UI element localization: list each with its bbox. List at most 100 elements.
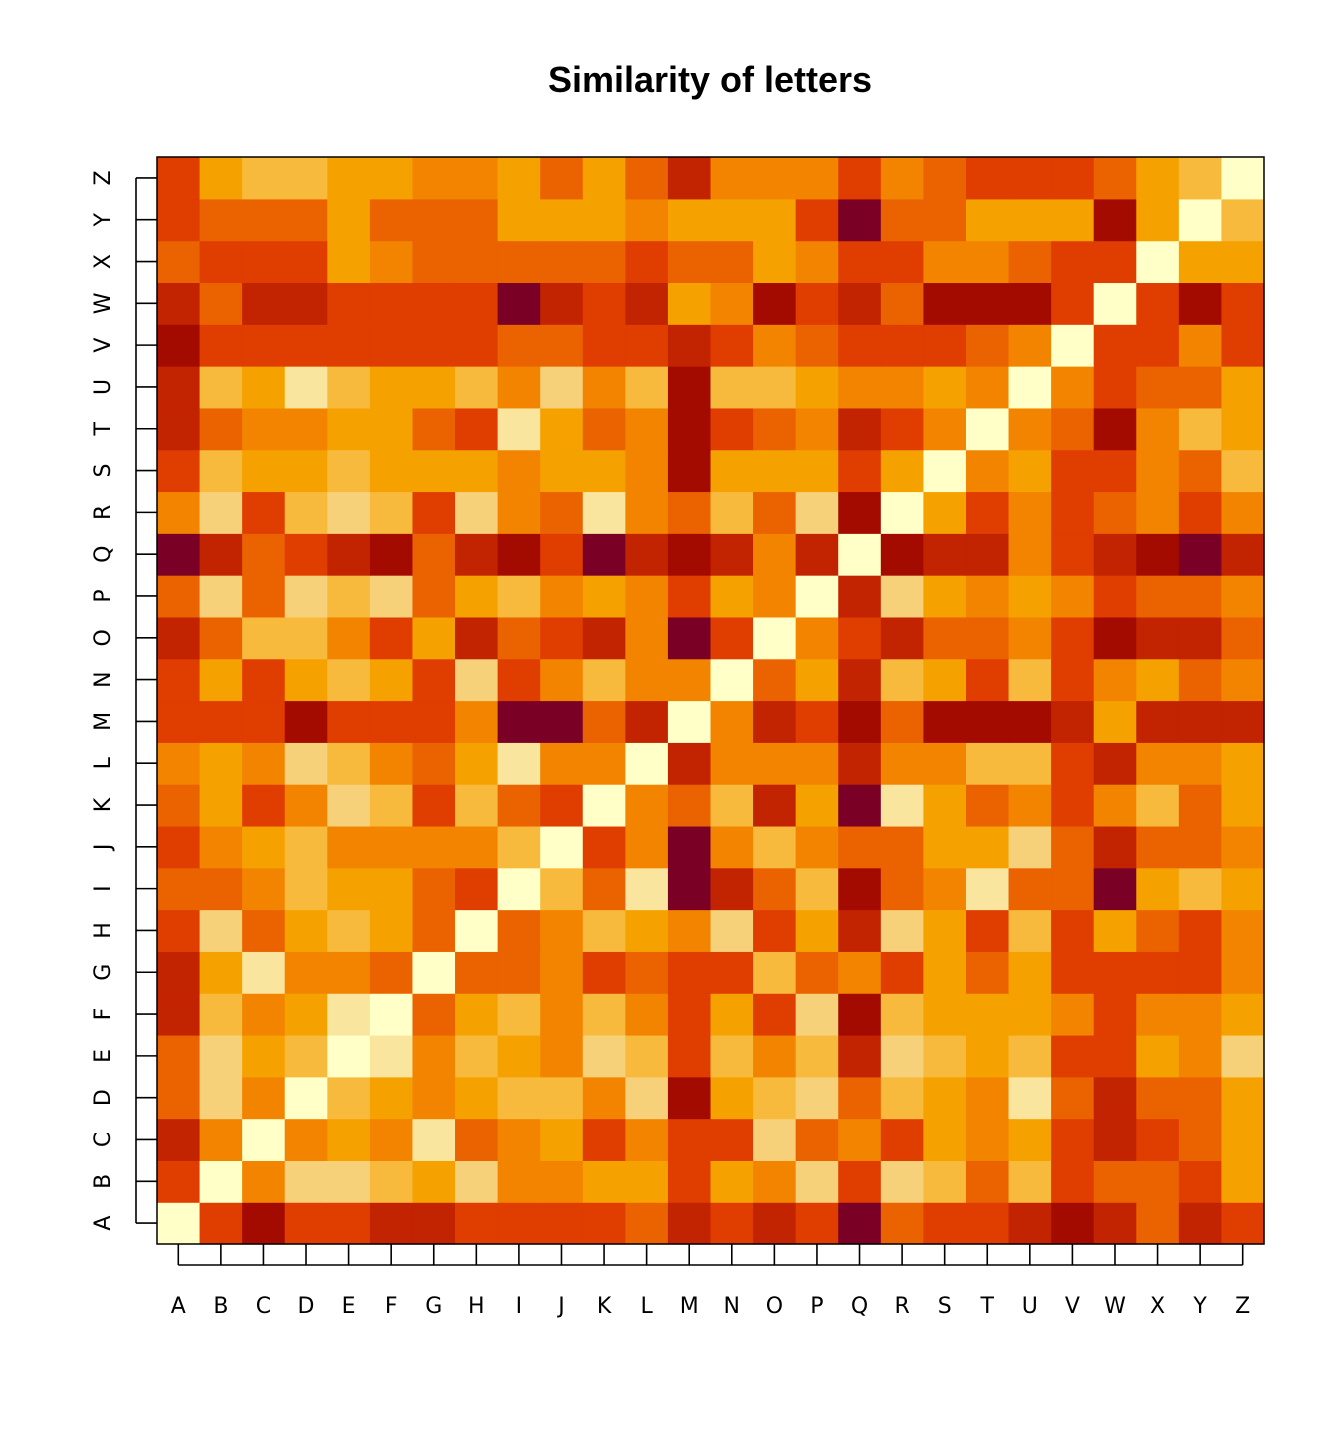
heatmap-cell-A-H (455, 1202, 499, 1245)
heatmap-cell-S-L (625, 449, 669, 493)
heatmap-cell-C-P (795, 1118, 839, 1161)
heatmap-cell-M-J (540, 700, 584, 743)
heatmap-cell-N-H (455, 658, 499, 702)
heatmap-cell-M-B (199, 700, 243, 743)
heatmap-cell-A-R (880, 1202, 924, 1245)
heatmap-cell-A-C (242, 1202, 286, 1245)
heatmap-cell-O-T (965, 616, 1010, 660)
heatmap-cell-X-G (412, 240, 456, 284)
heatmap-cell-I-X (1136, 867, 1180, 911)
heatmap-cell-I-G (412, 867, 456, 911)
heatmap-cell-P-Z (1221, 575, 1265, 618)
heatmap-cell-P-O (753, 575, 797, 618)
heatmap-cell-U-H (455, 366, 499, 409)
heatmap-cell-Z-A (157, 157, 201, 200)
heatmap-cell-P-Y (1178, 575, 1223, 618)
heatmap-cell-I-H (455, 867, 499, 911)
heatmap-cell-J-N (710, 825, 754, 869)
heatmap-cell-G-F (369, 951, 414, 994)
heatmap-cell-D-Q (838, 1076, 882, 1120)
heatmap-cell-E-S (923, 1034, 967, 1078)
heatmap-cell-K-E (327, 784, 371, 827)
heatmap-cell-Q-V (1051, 533, 1095, 576)
heatmap-cell-H-P (795, 909, 839, 952)
heatmap-cell-Z-S (923, 157, 967, 200)
heatmap-cell-V-B (199, 324, 243, 367)
heatmap-cell-Q-N (710, 533, 754, 576)
heatmap-cell-U-Y (1178, 366, 1223, 409)
y-tick-label-H: H (91, 922, 116, 939)
heatmap-cell-P-S (923, 575, 967, 618)
heatmap-cell-F-V (1051, 993, 1095, 1036)
heatmap-cell-Y-F (369, 198, 414, 242)
heatmap-cell-X-E (327, 240, 371, 284)
heatmap-cell-G-I (497, 951, 541, 994)
heatmap-cell-I-Q (838, 867, 882, 911)
heatmap-cell-H-S (923, 909, 967, 952)
heatmap-cell-X-U (1008, 240, 1052, 284)
heatmap-cell-J-B (199, 825, 243, 869)
heatmap-cell-S-Y (1178, 449, 1223, 493)
heatmap-cell-H-L (625, 909, 669, 952)
y-tick-label-X: X (91, 254, 116, 269)
heatmap-cell-F-Q (838, 993, 882, 1036)
heatmap-cell-K-X (1136, 784, 1180, 827)
heatmap-cell-K-Y (1178, 784, 1223, 827)
heatmap-cell-U-G (412, 366, 456, 409)
heatmap-cell-Y-I (497, 198, 541, 242)
heatmap-cell-N-B (199, 658, 243, 702)
heatmap-cell-J-Z (1221, 825, 1265, 869)
heatmap-cell-B-O (753, 1160, 797, 1203)
heatmap-cell-P-V (1051, 575, 1095, 618)
heatmap-cell-L-Z (1221, 742, 1265, 785)
heatmap-cell-U-J (540, 366, 584, 409)
heatmap-cell-C-X (1136, 1118, 1180, 1161)
heatmap-cell-W-B (199, 282, 243, 325)
x-tick-label-C: C (256, 1294, 271, 1319)
heatmap-cell-L-V (1051, 742, 1095, 785)
heatmap-cell-M-I (497, 700, 541, 743)
heatmap-cell-M-S (923, 700, 967, 743)
heatmap-cell-K-A (157, 784, 201, 827)
x-tick-label-E: E (342, 1294, 356, 1319)
heatmap-cell-T-E (327, 407, 371, 451)
heatmap-cell-W-T (965, 282, 1010, 325)
heatmap-cell-I-I (497, 867, 541, 911)
heatmap-cell-R-H (455, 491, 499, 534)
heatmap-cell-G-Z (1221, 951, 1265, 994)
heatmap-cell-P-L (625, 575, 669, 618)
heatmap-cell-B-V (1051, 1160, 1095, 1203)
heatmap-cell-K-N (710, 784, 754, 827)
heatmap-cell-N-E (327, 658, 371, 702)
heatmap-cell-W-S (923, 282, 967, 325)
heatmap-cell-A-Z (1221, 1202, 1265, 1245)
heatmap-cell-L-O (753, 742, 797, 785)
heatmap-cell-W-Q (838, 282, 882, 325)
heatmap-cell-B-K (582, 1160, 626, 1203)
heatmap-cell-R-A (157, 491, 201, 534)
x-tick-label-U: U (1022, 1294, 1038, 1319)
heatmap-cell-H-J (540, 909, 584, 952)
heatmap-cell-O-C (242, 616, 286, 660)
heatmap-cell-Q-U (1008, 533, 1052, 576)
heatmap-cell-V-Y (1178, 324, 1223, 367)
heatmap-cell-M-T (965, 700, 1010, 743)
heatmap-cell-U-I (497, 366, 541, 409)
heatmap-cell-N-D (284, 658, 328, 702)
heatmap-cell-Q-B (199, 533, 243, 576)
heatmap-cell-L-K (582, 742, 626, 785)
heatmap-cell-F-A (157, 993, 201, 1036)
heatmap-cell-V-A (157, 324, 201, 367)
heatmap-cell-I-B (199, 867, 243, 911)
heatmap-cell-H-C (242, 909, 286, 952)
heatmap-cell-K-W (1093, 784, 1137, 827)
heatmap-cell-R-B (199, 491, 243, 534)
heatmap-cell-Y-L (625, 198, 669, 242)
heatmap-cell-O-H (455, 616, 499, 660)
heatmap-cell-Z-O (753, 157, 797, 200)
y-tick-label-D: D (91, 1089, 116, 1106)
heatmap-cell-Z-B (199, 157, 243, 200)
heatmap-cell-A-L (625, 1202, 669, 1245)
x-tick-label-F: F (385, 1294, 398, 1319)
heatmap-cell-T-J (540, 407, 584, 451)
